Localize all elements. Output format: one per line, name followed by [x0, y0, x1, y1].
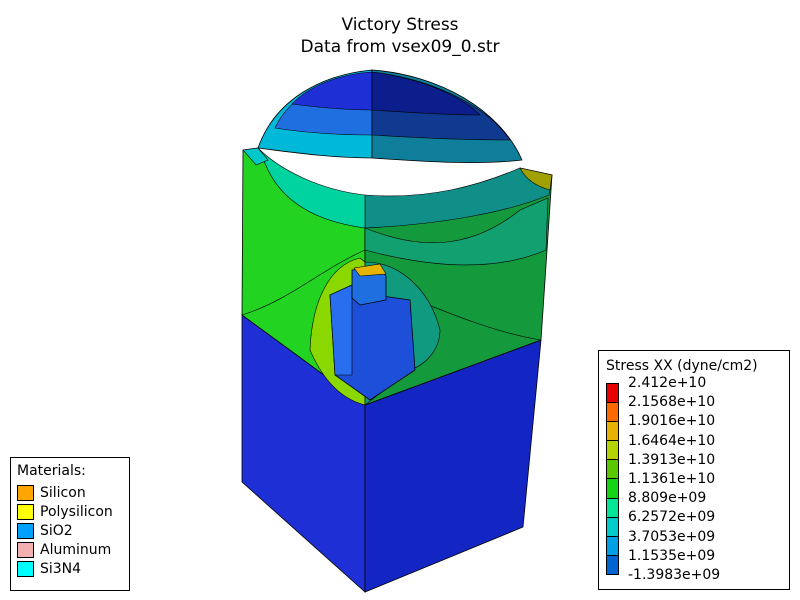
stress-color-band: [607, 479, 618, 499]
material-label: Silicon: [40, 484, 86, 501]
contour-right-mid: [364, 197, 549, 266]
material-swatch: [17, 560, 34, 577]
materials-legend-header: Materials:: [17, 463, 86, 479]
stress-tick-label: 2.1568e+10: [628, 394, 716, 411]
materials-list: Silicon Polysilicon SiO2 Aluminum Si3N4: [17, 483, 129, 578]
materials-legend: Materials: Silicon Polysilicon SiO2 Aluminu…: [10, 457, 130, 591]
stress-color-bar: [606, 383, 619, 575]
materials-legend-item: SiO2: [17, 521, 129, 540]
material-label: Si3N4: [40, 560, 82, 577]
stress-color-band: [607, 422, 618, 442]
stress-tick-label: 1.9016e+10: [628, 413, 716, 430]
stress-tick-label: 1.3913e+10: [628, 451, 716, 468]
stress-tick-label: 1.6464e+10: [628, 432, 716, 449]
stress-color-band: [607, 517, 618, 537]
stress-color-band: [607, 403, 618, 423]
corner-hotspot: [519, 167, 553, 191]
materials-legend-item: Si3N4: [17, 559, 129, 578]
dome-right-top: [371, 71, 481, 116]
stress-color-band: [607, 536, 618, 556]
stress-legend: Stress XX (dyne/cm2) 2.412e+10 2.1568e+10…: [598, 350, 790, 590]
stress-tick-label: 8.809e+09: [628, 490, 707, 507]
material-label: Polysilicon: [40, 503, 113, 520]
materials-legend-item: Silicon: [17, 483, 129, 502]
stress-color-band: [607, 498, 618, 518]
material-label: Aluminum: [40, 541, 112, 558]
contour-left-upper: [257, 147, 366, 229]
contour-right-upper: [364, 167, 553, 229]
material-swatch: [17, 484, 34, 501]
dome-left-top: [291, 71, 373, 111]
stress-tick-labels: 2.412e+10 2.1568e+10 1.9016e+10 1.6464e+10 1…: [628, 375, 778, 583]
gate-shade: [329, 284, 353, 376]
materials-legend-item: Polysilicon: [17, 502, 129, 521]
stress-tick-label: 2.412e+10: [628, 375, 707, 391]
material-swatch: [17, 522, 34, 539]
stress-tick-label: 6.2572e+09: [628, 509, 716, 526]
material-label: SiO2: [40, 522, 73, 539]
stress-tick-label: 1.1535e+09: [628, 547, 716, 564]
stress-color-band: [607, 555, 618, 574]
stress-color-band: [607, 441, 618, 461]
plot-title: Victory Stress: [341, 15, 459, 35]
plot-subtitle: Data from vsex09_0.str: [300, 37, 500, 57]
materials-legend-item: Aluminum: [17, 540, 129, 559]
stress-color-band: [607, 460, 618, 480]
stress-legend-header: Stress XX (dyne/cm2): [606, 358, 758, 374]
stress-tick-label: -1.3983e+09: [628, 567, 721, 583]
oxide-left-edge: [242, 147, 269, 166]
stress-tick-label: 3.7053e+09: [628, 528, 716, 545]
gate-cap-hotspot: [353, 263, 387, 277]
material-swatch: [17, 503, 34, 520]
material-swatch: [17, 541, 34, 558]
stress-tick-label: 1.1361e+10: [628, 471, 716, 487]
stress-color-band: [607, 384, 618, 404]
